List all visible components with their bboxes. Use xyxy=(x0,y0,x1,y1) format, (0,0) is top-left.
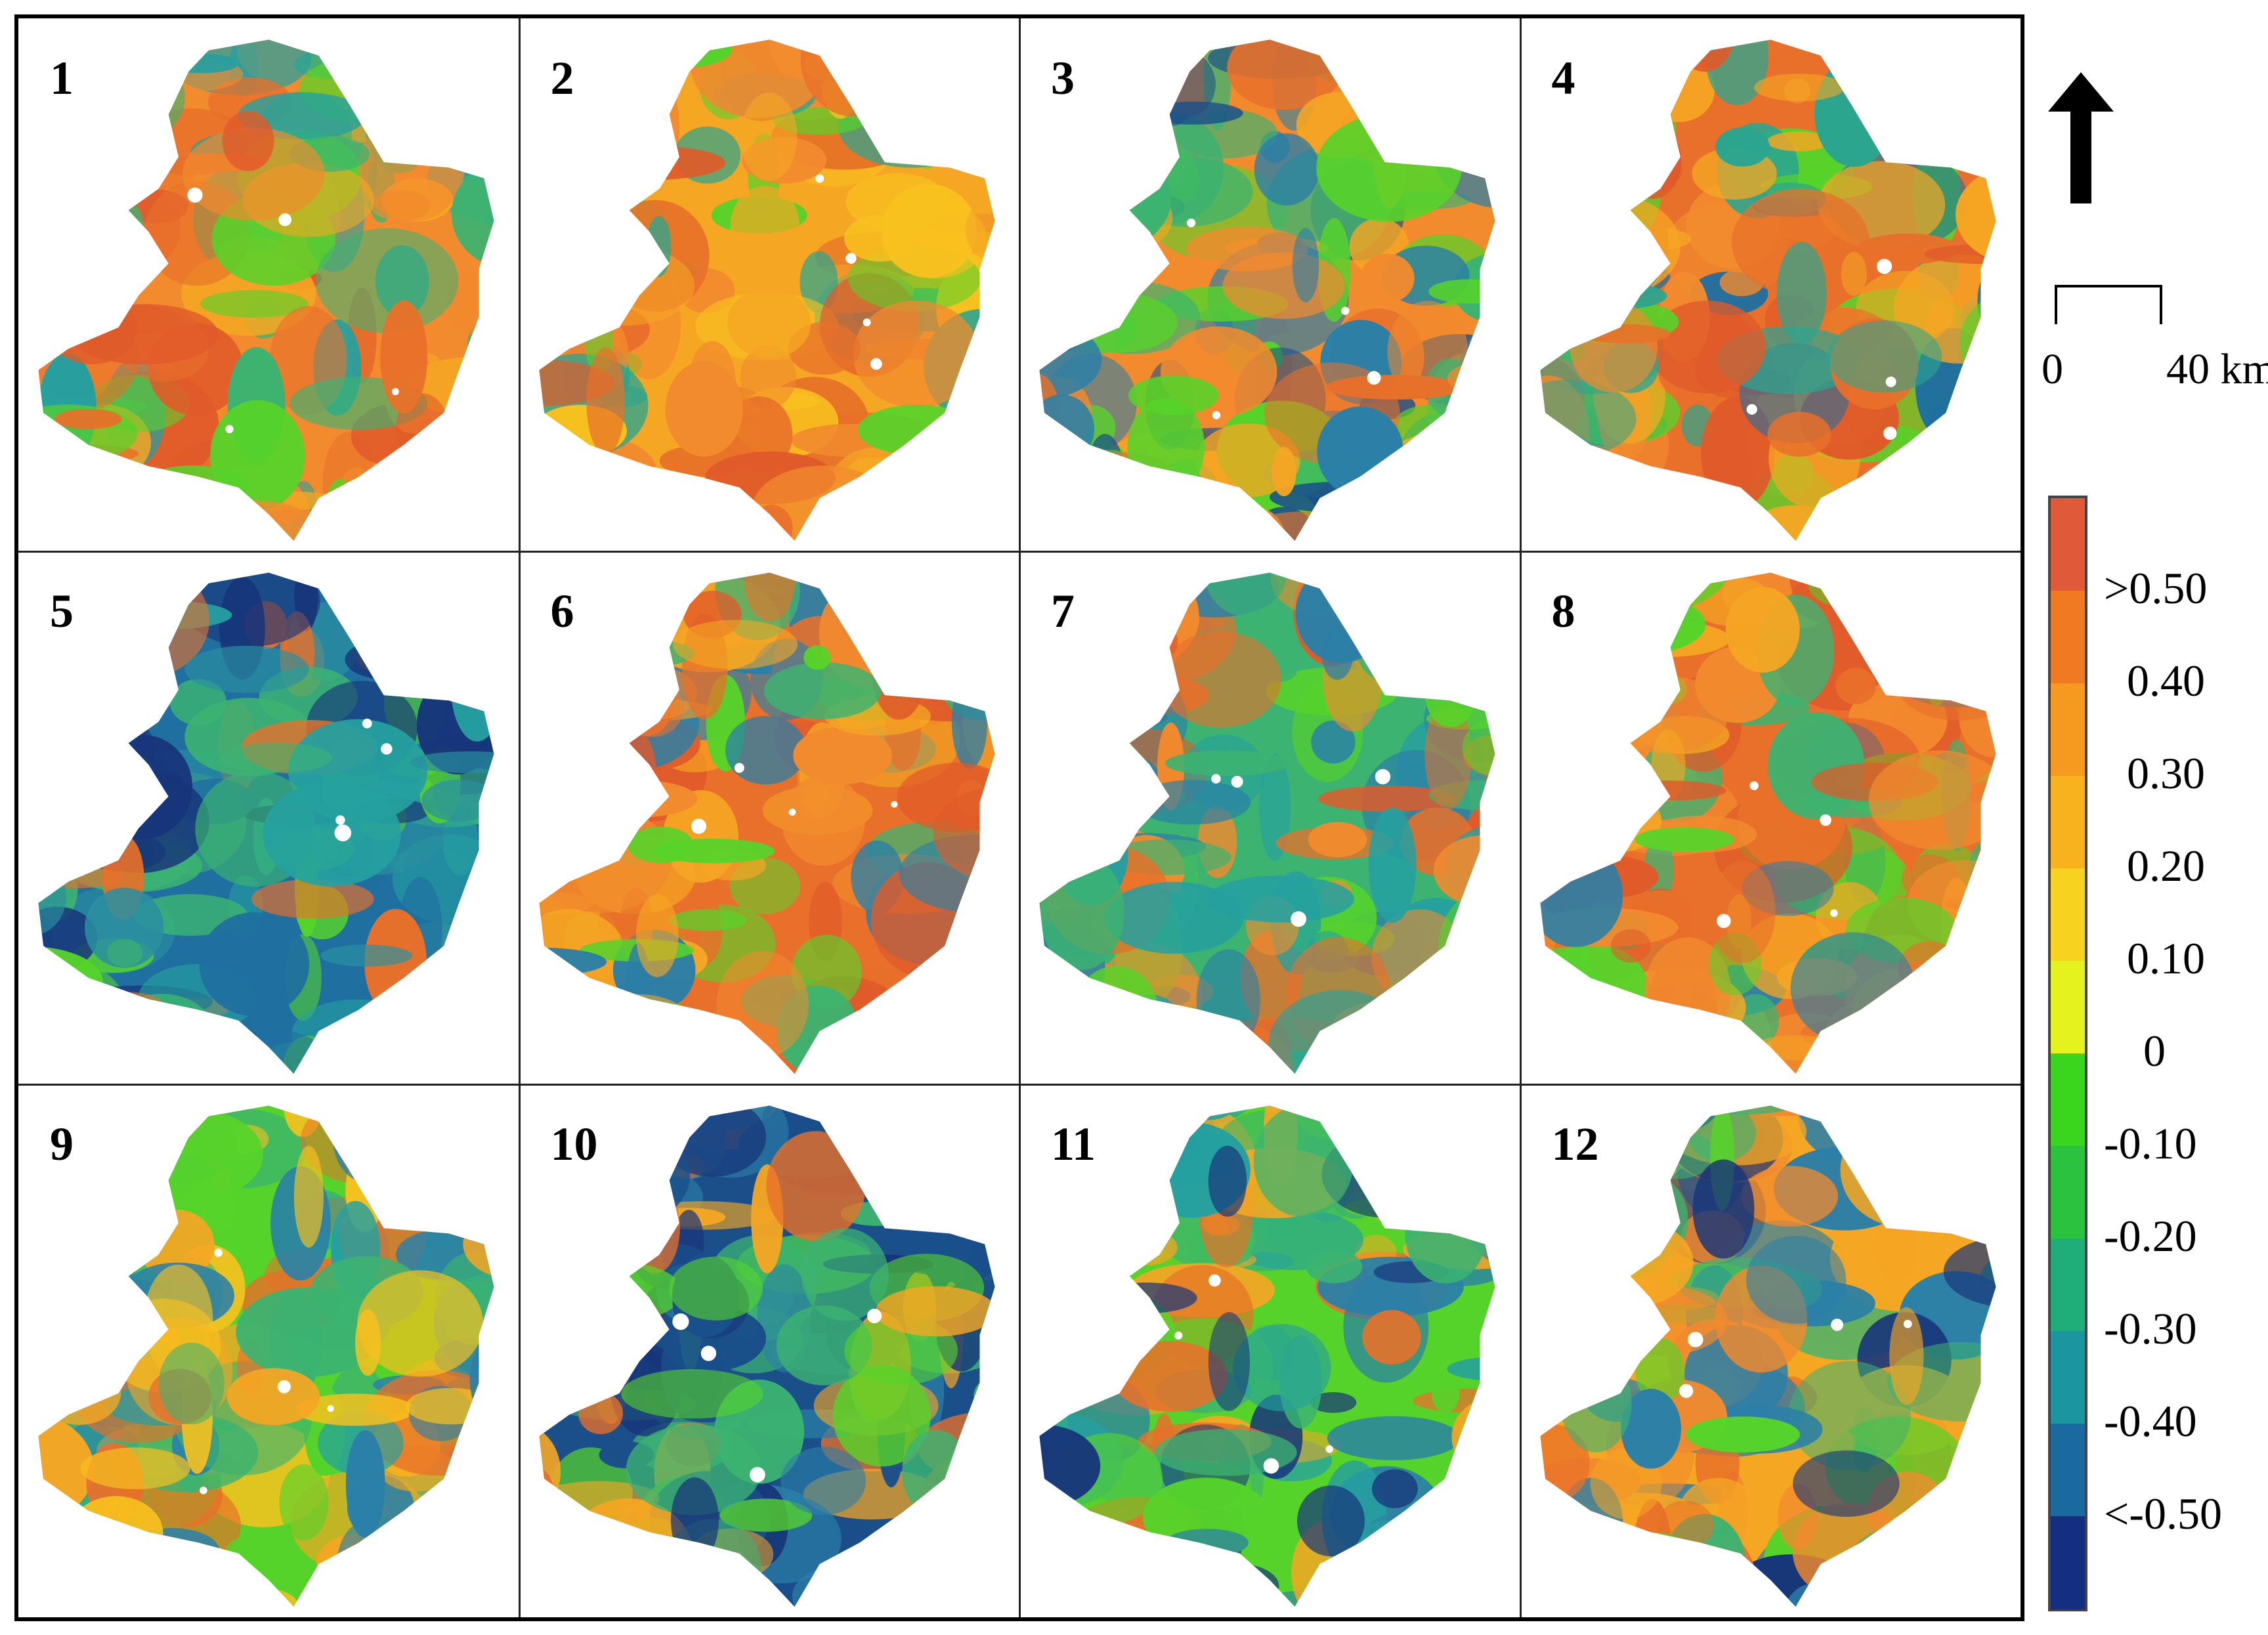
grid-divider-vertical xyxy=(1519,18,1522,1617)
map-raster-8 xyxy=(1540,572,1996,1074)
map-raster-9 xyxy=(38,1105,494,1607)
legend-label: 0 xyxy=(2143,1026,2166,1076)
panel-label-9: 9 xyxy=(50,1118,74,1170)
map-panel-5: 5 xyxy=(18,551,519,1084)
legend-swatch xyxy=(2051,1331,2085,1424)
map-raster-3 xyxy=(1039,39,1495,541)
legend-swatch xyxy=(2051,868,2085,962)
map-panel-12: 12 xyxy=(1520,1084,2021,1617)
panel-label-7: 7 xyxy=(1051,585,1075,637)
panel-label-1: 1 xyxy=(50,52,74,104)
panel-label-8: 8 xyxy=(1551,585,1575,637)
panel-label-11: 11 xyxy=(1051,1118,1096,1170)
panel-label-4: 4 xyxy=(1551,52,1575,104)
legend-swatch xyxy=(2051,1146,2085,1239)
map-raster-7 xyxy=(1039,572,1495,1074)
grid-divider-horizontal xyxy=(18,1084,2021,1086)
map-panel-2: 2 xyxy=(519,18,1020,551)
legend-label: 0.30 xyxy=(2127,748,2205,798)
legend-label: -0.30 xyxy=(2104,1304,2197,1353)
legend-swatch xyxy=(2051,1239,2085,1332)
legend-swatch xyxy=(2051,591,2085,684)
legend-label: -0.20 xyxy=(2104,1211,2197,1261)
north-arrow-icon xyxy=(2048,72,2114,203)
grid-divider-horizontal xyxy=(18,551,2021,553)
legend-swatch xyxy=(2051,683,2085,776)
scale-zero-label: 0 xyxy=(2042,345,2063,393)
map-panel-9: 9 xyxy=(18,1084,519,1617)
map-raster-5 xyxy=(38,572,494,1074)
legend-label: 0.10 xyxy=(2127,933,2205,983)
panel-label-2: 2 xyxy=(550,52,574,104)
map-raster-2 xyxy=(539,39,995,541)
map-raster-10 xyxy=(539,1105,995,1607)
legend-swatch xyxy=(2051,498,2085,591)
map-panel-11: 11 xyxy=(1019,1084,1520,1617)
legend-label: >0.50 xyxy=(2104,563,2208,613)
panel-label-6: 6 xyxy=(550,585,574,637)
legend-label: -0.40 xyxy=(2104,1396,2197,1446)
map-panel-1: 1 xyxy=(18,18,519,551)
panel-label-10: 10 xyxy=(550,1118,598,1170)
legend-swatch xyxy=(2051,1424,2085,1517)
map-raster-12 xyxy=(1540,1105,1996,1607)
legend-label: <-0.50 xyxy=(2104,1489,2222,1539)
grid-divider-vertical xyxy=(1019,18,1021,1617)
legend-swatch xyxy=(2051,1516,2085,1609)
map-panel-6: 6 xyxy=(519,551,1020,1084)
legend-label: -0.10 xyxy=(2104,1118,2197,1168)
scale-bar: 0 40 km xyxy=(2042,282,2268,394)
map-panel-4: 4 xyxy=(1520,18,2021,551)
map-panel-8: 8 xyxy=(1520,551,2021,1084)
map-panel-10: 10 xyxy=(519,1084,1020,1617)
legend-label: 0.20 xyxy=(2127,841,2205,891)
legend-label: 0.40 xyxy=(2127,656,2205,706)
map-raster-11 xyxy=(1039,1105,1495,1607)
color-legend xyxy=(2048,496,2087,1611)
legend-swatch xyxy=(2051,1053,2085,1147)
scale-distance-label: 40 km xyxy=(2166,345,2268,393)
panel-label-12: 12 xyxy=(1551,1118,1599,1170)
legend-swatch xyxy=(2051,961,2085,1054)
panel-label-5: 5 xyxy=(50,585,74,637)
map-panel-grid: 1 2 3 4 5 6 7 8 9 10 11 12 xyxy=(14,14,2024,1621)
map-panel-3: 3 xyxy=(1019,18,1520,551)
panel-label-3: 3 xyxy=(1051,52,1075,104)
map-panel-7: 7 xyxy=(1019,551,1520,1084)
legend-swatch xyxy=(2051,776,2085,869)
map-raster-6 xyxy=(539,572,995,1074)
grid-divider-vertical xyxy=(518,18,521,1617)
map-raster-1 xyxy=(38,39,494,541)
map-raster-4 xyxy=(1540,39,1996,541)
